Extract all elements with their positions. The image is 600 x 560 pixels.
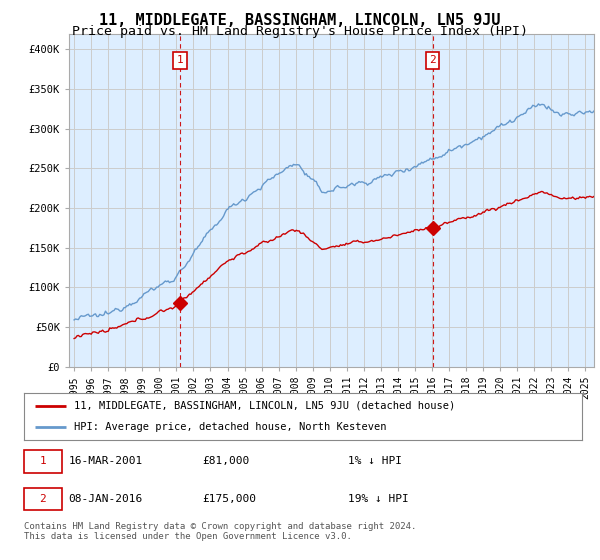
Text: £175,000: £175,000 bbox=[203, 494, 257, 504]
Text: 1: 1 bbox=[40, 456, 46, 466]
Text: 1% ↓ HPI: 1% ↓ HPI bbox=[347, 456, 401, 466]
Text: £81,000: £81,000 bbox=[203, 456, 250, 466]
Text: 2: 2 bbox=[40, 494, 46, 504]
FancyBboxPatch shape bbox=[24, 450, 62, 473]
Text: 11, MIDDLEGATE, BASSINGHAM, LINCOLN, LN5 9JU: 11, MIDDLEGATE, BASSINGHAM, LINCOLN, LN5… bbox=[99, 13, 501, 28]
Text: 2: 2 bbox=[429, 55, 436, 66]
Text: Price paid vs. HM Land Registry's House Price Index (HPI): Price paid vs. HM Land Registry's House … bbox=[72, 25, 528, 38]
Text: 1: 1 bbox=[176, 55, 184, 66]
Text: HPI: Average price, detached house, North Kesteven: HPI: Average price, detached house, Nort… bbox=[74, 422, 387, 432]
Text: Contains HM Land Registry data © Crown copyright and database right 2024.
This d: Contains HM Land Registry data © Crown c… bbox=[24, 522, 416, 542]
Text: 19% ↓ HPI: 19% ↓ HPI bbox=[347, 494, 409, 504]
Text: 08-JAN-2016: 08-JAN-2016 bbox=[68, 494, 143, 504]
Text: 16-MAR-2001: 16-MAR-2001 bbox=[68, 456, 143, 466]
Text: 11, MIDDLEGATE, BASSINGHAM, LINCOLN, LN5 9JU (detached house): 11, MIDDLEGATE, BASSINGHAM, LINCOLN, LN5… bbox=[74, 400, 455, 410]
FancyBboxPatch shape bbox=[24, 488, 62, 511]
